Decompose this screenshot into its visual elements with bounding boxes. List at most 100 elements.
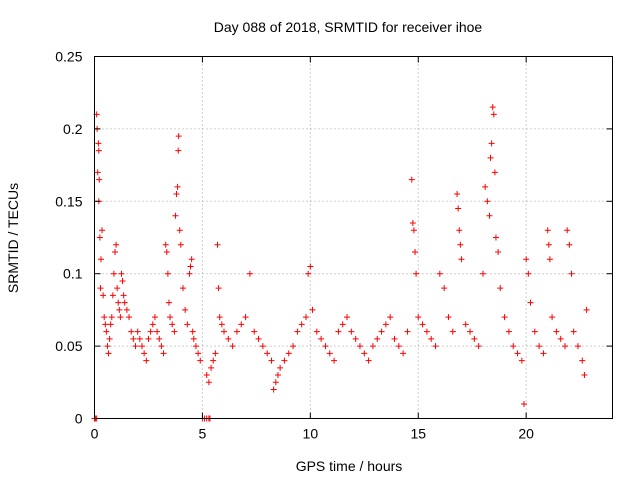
data-point: [536, 343, 543, 350]
data-point: [182, 306, 189, 313]
axis-ticks: 0 5 10 15 20 0 0.05 0.1 0.15 0.2 0.25: [55, 49, 613, 442]
data-point: [162, 241, 169, 248]
data-point: [177, 241, 184, 248]
data-point: [471, 335, 478, 342]
data-point: [138, 343, 145, 350]
data-point: [369, 343, 376, 350]
grid-layer: [94, 56, 613, 419]
data-point: [130, 335, 137, 342]
data-point: [361, 350, 368, 357]
data-point: [216, 314, 223, 321]
data-point: [486, 212, 493, 219]
data-point: [242, 314, 249, 321]
plot-frame: [94, 56, 613, 419]
data-point: [307, 263, 314, 270]
data-point: [214, 241, 221, 248]
data-point: [495, 248, 502, 255]
data-point: [454, 191, 461, 198]
data-point: [382, 321, 389, 328]
data-point: [387, 314, 394, 321]
data-point: [449, 328, 456, 335]
data-point: [251, 328, 258, 335]
data-point: [160, 350, 167, 357]
x-tick-label: 10: [303, 426, 319, 442]
data-point: [455, 205, 462, 212]
data-point: [246, 270, 253, 277]
data-point: [99, 227, 106, 234]
data-point: [215, 285, 222, 292]
data-point: [164, 270, 171, 277]
data-point: [404, 328, 411, 335]
data-point: [309, 306, 316, 313]
data-point: [151, 314, 158, 321]
data-point: [205, 379, 212, 386]
data-point: [107, 321, 114, 328]
data-point: [290, 343, 297, 350]
data-point: [114, 285, 121, 292]
data-point: [106, 335, 113, 342]
data-point: [339, 321, 346, 328]
data-point: [113, 241, 120, 248]
data-point: [143, 357, 150, 364]
data-point: [518, 357, 525, 364]
data-point: [238, 321, 245, 328]
data-point: [270, 386, 277, 393]
data-point: [116, 306, 123, 313]
data-point: [564, 227, 571, 234]
y-tick-label: 0.25: [55, 49, 82, 65]
data-point: [441, 285, 448, 292]
data-point: [187, 263, 194, 270]
data-point: [365, 357, 372, 364]
data-point: [395, 343, 402, 350]
data-point: [195, 350, 202, 357]
data-point: [167, 314, 174, 321]
data-point: [259, 343, 266, 350]
data-point: [175, 147, 182, 154]
data-point: [103, 328, 110, 335]
data-point: [490, 111, 497, 118]
data-point: [456, 227, 463, 234]
data-point: [545, 241, 552, 248]
data-point: [268, 357, 275, 364]
data-point: [277, 364, 284, 371]
x-tick-label: 5: [199, 426, 207, 442]
data-point: [457, 241, 464, 248]
data-point: [184, 321, 191, 328]
data-point: [110, 270, 117, 277]
data-point: [212, 350, 219, 357]
data-point: [400, 350, 407, 357]
data-point: [145, 335, 152, 342]
data-point: [96, 234, 103, 241]
x-tick-label: 15: [410, 426, 426, 442]
data-point: [488, 140, 495, 147]
data-point: [521, 401, 528, 408]
data-point: [264, 350, 271, 357]
data-point: [553, 328, 560, 335]
data-point: [480, 270, 486, 277]
data-point: [274, 372, 281, 379]
data-point: [305, 270, 312, 277]
data-point: [581, 372, 588, 379]
data-point: [568, 270, 575, 277]
x-tick-label: 0: [91, 426, 99, 442]
data-point: [484, 198, 491, 205]
data-point: [229, 343, 236, 350]
data-point: [109, 292, 116, 299]
data-point: [255, 335, 262, 342]
data-point: [208, 364, 215, 371]
data-point: [171, 328, 178, 335]
data-point: [525, 270, 532, 277]
data-point: [409, 220, 416, 227]
data-point: [132, 343, 139, 350]
data-point: [413, 270, 420, 277]
x-tick-label: 20: [518, 426, 534, 442]
data-point: [458, 256, 465, 263]
data-point: [331, 357, 338, 364]
data-point: [158, 343, 165, 350]
data-point: [123, 306, 130, 313]
data-point: [303, 314, 310, 321]
data-point: [192, 343, 199, 350]
data-point: [210, 357, 217, 364]
